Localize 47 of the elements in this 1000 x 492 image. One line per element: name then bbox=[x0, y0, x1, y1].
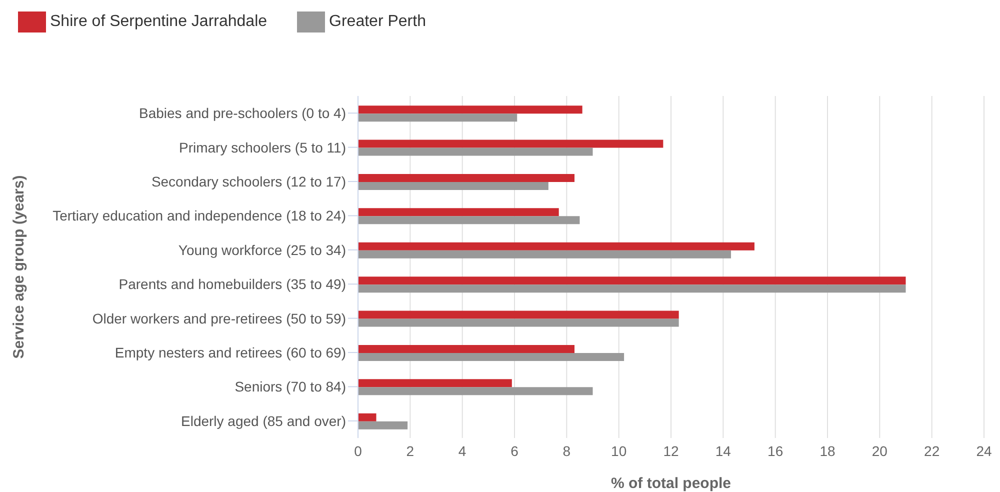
legend-label: Shire of Serpentine Jarrahdale bbox=[50, 13, 268, 30]
x-tick-label: 16 bbox=[768, 442, 784, 459]
bar bbox=[358, 148, 593, 156]
bar bbox=[358, 242, 754, 250]
bar bbox=[358, 114, 518, 122]
bar bbox=[358, 352, 624, 361]
bar bbox=[358, 310, 679, 319]
x-tick-label: 22 bbox=[924, 442, 940, 459]
y-tick-label: Tertiary education and independence (18 to 24) bbox=[52, 208, 346, 224]
x-tick-label: 12 bbox=[663, 442, 679, 459]
bar bbox=[358, 106, 582, 114]
x-tick-label: 24 bbox=[976, 442, 992, 459]
y-tick-label: Empty nesters and retirees (60 to 69) bbox=[114, 344, 346, 360]
bar bbox=[358, 174, 574, 182]
x-tick-label: 2 bbox=[406, 442, 414, 459]
y-tick-label: Parents and homebuilders (35 to 49) bbox=[118, 276, 346, 292]
bar bbox=[358, 140, 664, 148]
bar bbox=[358, 421, 408, 430]
bar bbox=[358, 276, 906, 285]
bar bbox=[358, 250, 731, 258]
y-tick-label: Older workers and pre-retirees (50 to 59) bbox=[92, 310, 346, 326]
x-tick-label: 6 bbox=[510, 442, 519, 459]
bar bbox=[358, 182, 548, 190]
x-tick-label: 14 bbox=[715, 442, 732, 459]
y-tick-label: Babies and pre-schoolers (0 to 4) bbox=[139, 105, 346, 122]
y-tick-label: Primary schoolers (5 to 11) bbox=[178, 139, 346, 156]
x-axis-title: % of total people bbox=[611, 475, 731, 492]
bar bbox=[358, 344, 574, 353]
x-tick-label: 4 bbox=[458, 442, 466, 459]
x-tick-label: 8 bbox=[562, 442, 571, 459]
y-tick-label: Elderly aged (85 and over) bbox=[181, 412, 346, 429]
bar bbox=[358, 318, 679, 327]
bar bbox=[358, 413, 376, 422]
x-tick-label: 20 bbox=[872, 442, 888, 459]
bar bbox=[358, 387, 593, 396]
legend-label: Greater Perth bbox=[329, 13, 426, 30]
y-axis-title: Service age group (years) bbox=[10, 175, 28, 359]
x-tick-label: 0 bbox=[354, 442, 362, 459]
bar bbox=[358, 216, 580, 224]
y-tick-label: Secondary schoolers (12 to 17) bbox=[151, 173, 346, 190]
x-tick-label: 18 bbox=[820, 442, 836, 459]
y-tick-label: Seniors (70 to 84) bbox=[234, 378, 346, 395]
bar bbox=[358, 379, 512, 388]
y-tick-label: Young workforce (25 to 34) bbox=[178, 242, 346, 258]
bar bbox=[358, 284, 906, 293]
x-tick-label: 10 bbox=[611, 442, 627, 459]
bar bbox=[358, 208, 559, 216]
